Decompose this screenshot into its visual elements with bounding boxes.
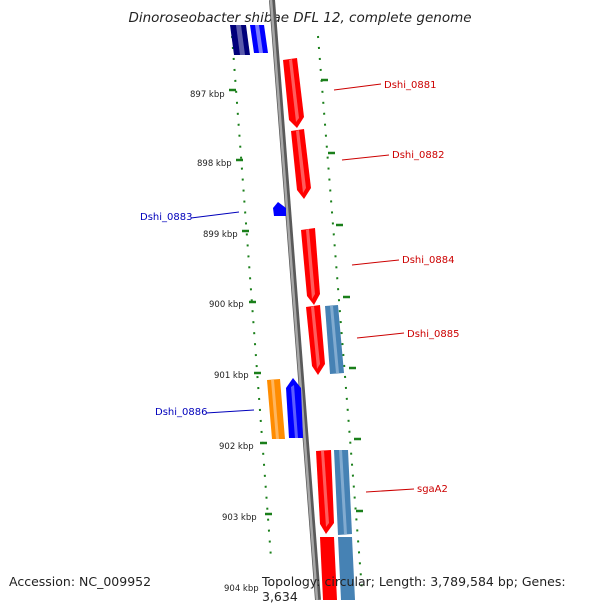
gene-dshi-0885[interactable] — [306, 305, 325, 375]
tick-rings — [231, 35, 363, 591]
gene-bottom-red[interactable] — [320, 537, 337, 600]
label-sgaa2[interactable]: sgaA2 — [417, 484, 448, 495]
scale-label-898: 898 kbp — [197, 159, 232, 169]
label-dshi-0883[interactable]: Dshi_0883 — [140, 212, 192, 223]
backbone — [269, 0, 321, 600]
label-dshi-0882[interactable]: Dshi_0882 — [392, 150, 444, 161]
gene-dshi-0884[interactable] — [301, 228, 320, 305]
scale: 897 kbp 898 kbp 899 kbp 900 kbp 901 kbp … — [190, 88, 272, 594]
scale-label-897: 897 kbp — [190, 90, 225, 100]
scale-label-904: 904 kbp — [224, 584, 259, 594]
gene-sgaa2[interactable] — [316, 450, 334, 534]
label-dshi-0881[interactable]: Dshi_0881 — [384, 80, 436, 91]
scale-label-899: 899 kbp — [203, 230, 238, 240]
gene-sgaa2-steel[interactable] — [334, 450, 352, 535]
scale-label-903: 903 kbp — [222, 513, 257, 523]
gene-dshi-0886-orange[interactable] — [267, 379, 285, 439]
accession-text: Accession: NC_009952 — [9, 574, 152, 589]
scale-label-900: 900 kbp — [209, 300, 244, 310]
gene-dshi-0883[interactable] — [273, 202, 286, 216]
scale-label-901: 901 kbp — [214, 371, 249, 381]
label-dshi-0886[interactable]: Dshi_0886 — [155, 407, 207, 418]
scale-label-902: 902 kbp — [219, 442, 254, 452]
gene-top-blue[interactable] — [250, 25, 268, 53]
inner-tick-ring — [231, 35, 272, 559]
gene-labels: Dshi_0881 Dshi_0882 Dshi_0883 Dshi_0884 … — [140, 80, 459, 495]
gene-bottom-steel[interactable] — [338, 537, 355, 600]
gene-dshi-0882[interactable] — [291, 129, 311, 199]
map-title: Dinoroseobacter shibae DFL 12, complete … — [128, 10, 472, 26]
label-dshi-0885[interactable]: Dshi_0885 — [407, 329, 459, 340]
outer-scale-marks — [321, 78, 363, 513]
gene-dshi-0881[interactable] — [283, 58, 304, 128]
gene-dshi-0886[interactable] — [286, 378, 303, 438]
outer-tick-ring — [317, 35, 363, 591]
label-dshi-0884[interactable]: Dshi_0884 — [402, 255, 454, 266]
gene-top-dark[interactable] — [230, 25, 250, 55]
gene-dshi-0885-steel[interactable] — [325, 305, 344, 374]
